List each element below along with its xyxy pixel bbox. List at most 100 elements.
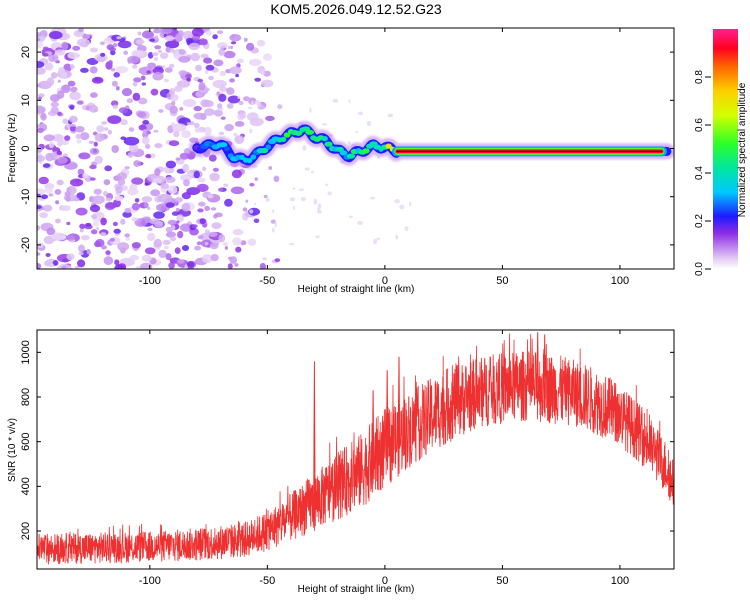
noise-blob bbox=[176, 220, 180, 224]
noise-blob bbox=[324, 183, 329, 186]
noise-blob bbox=[134, 198, 140, 203]
noise-blob bbox=[180, 174, 192, 182]
noise-blob bbox=[167, 185, 178, 195]
noise-blob bbox=[70, 178, 84, 187]
colorbar-tick-label: 0.8 bbox=[694, 70, 705, 84]
noise-blob bbox=[302, 145, 307, 151]
noise-blob bbox=[57, 79, 61, 83]
noise-blob bbox=[117, 178, 126, 186]
noise-blob bbox=[42, 163, 51, 168]
noise-blob bbox=[218, 131, 225, 135]
noise-blob bbox=[37, 262, 42, 269]
noise-blob bbox=[181, 245, 190, 251]
noise-blob bbox=[48, 193, 54, 197]
noise-blob bbox=[89, 47, 99, 53]
noise-blob bbox=[75, 207, 88, 216]
noise-blob bbox=[327, 191, 332, 196]
noise-blob bbox=[57, 156, 68, 164]
noise-blob bbox=[150, 189, 161, 197]
noise-blob bbox=[147, 62, 157, 69]
noise-blob bbox=[76, 139, 82, 144]
noise-blob bbox=[150, 88, 159, 96]
y-tick-label: 1000 bbox=[20, 340, 32, 364]
noise-blob bbox=[107, 115, 122, 124]
noise-blob bbox=[151, 52, 159, 56]
trace-blob bbox=[305, 129, 315, 135]
noise-blob bbox=[300, 197, 306, 202]
noise-blob bbox=[123, 50, 129, 55]
noise-blob bbox=[126, 98, 133, 104]
snr-y-label: SNR (10 * v/v) bbox=[7, 418, 18, 482]
noise-blob bbox=[60, 205, 71, 212]
spectrogram-noise bbox=[37, 28, 413, 269]
noise-blob bbox=[204, 69, 209, 74]
noise-blob bbox=[44, 187, 53, 194]
noise-blob bbox=[113, 228, 121, 234]
noise-blob bbox=[207, 194, 214, 199]
noise-blob bbox=[235, 246, 242, 253]
noise-blob bbox=[165, 202, 175, 208]
x-tick-label: -50 bbox=[259, 275, 275, 287]
x-tick-label: -50 bbox=[259, 575, 275, 587]
noise-blob bbox=[101, 245, 107, 250]
noise-blob bbox=[67, 235, 75, 241]
noise-blob bbox=[304, 167, 310, 171]
noise-blob bbox=[37, 61, 45, 68]
noise-blob bbox=[263, 70, 271, 77]
noise-blob bbox=[193, 170, 200, 179]
noise-blob bbox=[158, 109, 164, 113]
noise-blob bbox=[100, 52, 106, 57]
noise-blob bbox=[121, 185, 128, 191]
noise-blob bbox=[224, 246, 228, 250]
noise-blob bbox=[188, 42, 200, 51]
noise-blob bbox=[209, 172, 220, 182]
noise-blob bbox=[57, 111, 62, 116]
x-tick-label: -100 bbox=[139, 275, 161, 287]
noise-blob bbox=[94, 241, 101, 248]
trace-blob bbox=[246, 158, 253, 164]
noise-blob bbox=[234, 263, 239, 267]
noise-blob bbox=[164, 78, 169, 83]
noise-blob bbox=[144, 247, 156, 255]
snr-spike bbox=[386, 370, 389, 458]
noise-blob bbox=[348, 215, 353, 218]
noise-blob bbox=[43, 235, 55, 245]
noise-blob bbox=[153, 211, 165, 219]
y-tick-label: 400 bbox=[20, 477, 32, 495]
noise-blob bbox=[117, 242, 130, 251]
x-tick-label: 100 bbox=[611, 575, 629, 587]
noise-blob bbox=[249, 209, 254, 214]
noise-blob bbox=[82, 173, 89, 179]
noise-blob bbox=[231, 169, 242, 179]
noise-blob bbox=[160, 182, 169, 189]
x-tick-label: -100 bbox=[139, 575, 161, 587]
noise-blob bbox=[204, 205, 211, 212]
noise-blob bbox=[128, 127, 135, 132]
noise-blob bbox=[42, 204, 53, 212]
noise-blob bbox=[194, 245, 202, 251]
noise-blob bbox=[213, 109, 223, 117]
noise-blob bbox=[399, 204, 405, 210]
noise-blob bbox=[220, 116, 226, 120]
noise-blob bbox=[165, 226, 173, 233]
noise-blob bbox=[108, 60, 113, 66]
noise-blob bbox=[82, 33, 91, 40]
noise-blob bbox=[174, 85, 183, 92]
noise-blob bbox=[68, 115, 78, 123]
noise-blob bbox=[114, 195, 124, 201]
noise-blob bbox=[69, 105, 75, 110]
noise-blob bbox=[387, 113, 394, 118]
noise-blob bbox=[89, 204, 101, 213]
noise-blob bbox=[246, 42, 255, 51]
noise-blob bbox=[128, 144, 139, 153]
noise-blob bbox=[131, 49, 144, 58]
noise-blob bbox=[140, 75, 146, 81]
noise-blob bbox=[48, 141, 55, 148]
noise-blob bbox=[224, 198, 233, 207]
noise-blob bbox=[37, 225, 40, 231]
noise-blob bbox=[248, 58, 262, 66]
noise-blob bbox=[37, 155, 46, 162]
noise-blob bbox=[182, 30, 193, 40]
noise-blob bbox=[178, 56, 191, 63]
noise-blob bbox=[75, 126, 85, 133]
